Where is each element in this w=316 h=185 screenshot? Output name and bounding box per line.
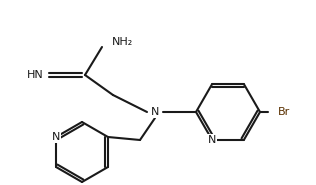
Text: Br: Br <box>278 107 290 117</box>
Text: N: N <box>52 132 60 142</box>
Text: HN: HN <box>27 70 43 80</box>
Text: N: N <box>151 107 159 117</box>
Text: NH₂: NH₂ <box>112 37 133 47</box>
Text: N: N <box>208 135 216 145</box>
